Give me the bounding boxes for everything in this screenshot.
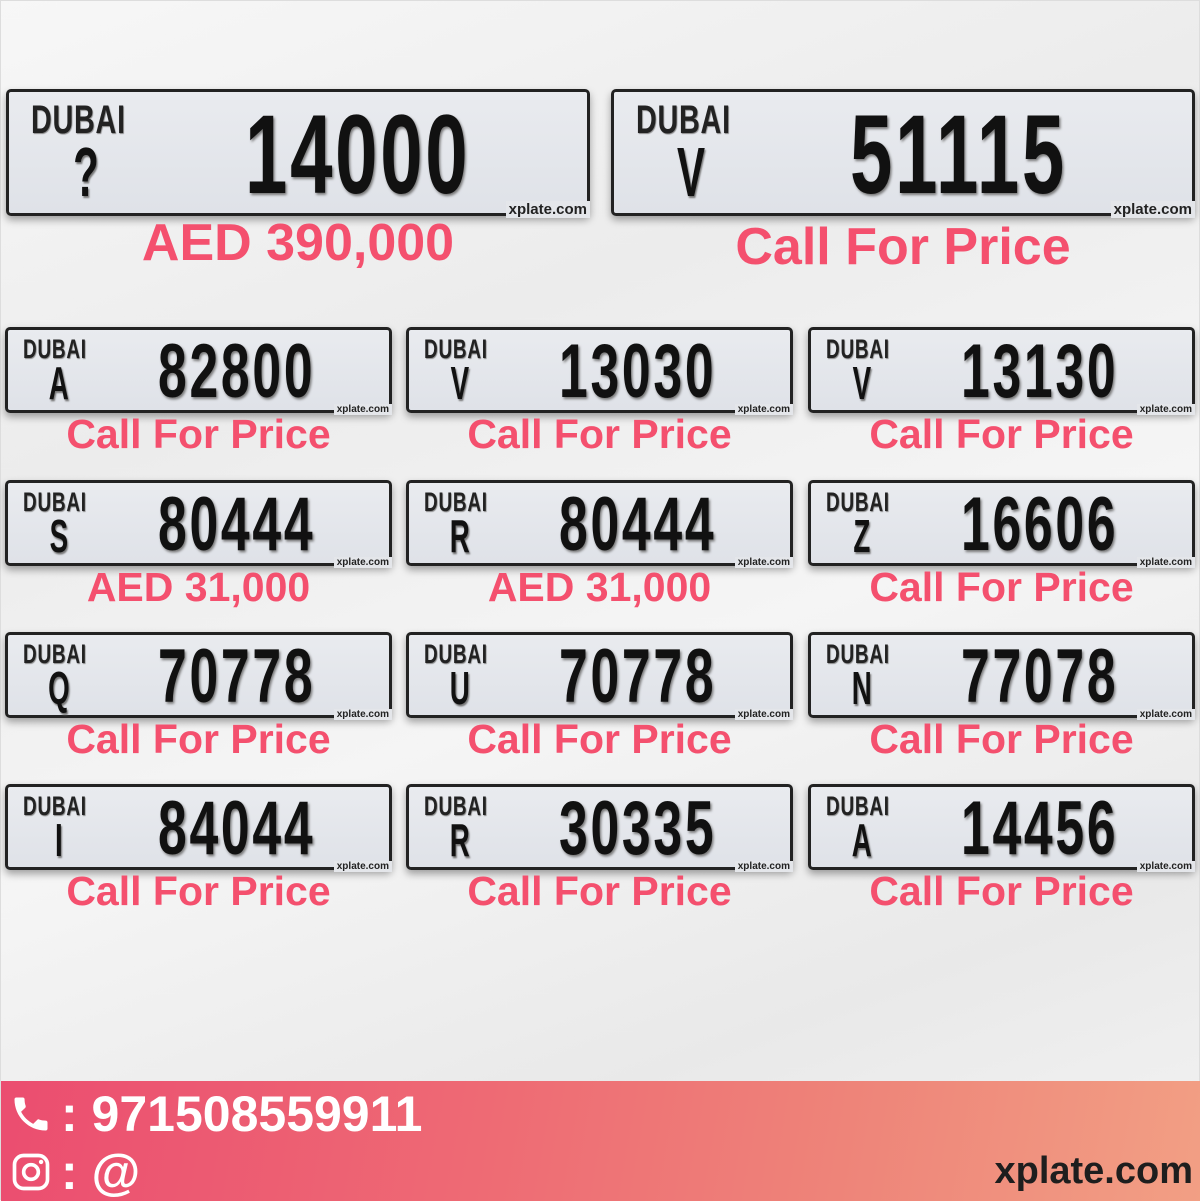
price-label: AED 31,000 — [487, 564, 712, 610]
watermark: xplate.com — [1136, 404, 1195, 415]
plate-number: 77078 — [961, 634, 1119, 719]
plate-code: ? — [73, 133, 99, 211]
price-label: Call For Price — [467, 716, 732, 762]
plate-number: 84044 — [158, 786, 316, 871]
plate-code: V — [676, 133, 706, 211]
license-plate: DUBAI R 30335 xplate.com — [406, 784, 793, 872]
license-plate: DUBAI N 77078 xplate.com — [808, 632, 1195, 720]
plate-code: V — [852, 357, 872, 410]
price-label: Call For Price — [467, 868, 732, 914]
license-plate: DUBAI Z 16606 xplate.com — [808, 480, 1195, 568]
watermark: xplate.com — [734, 404, 793, 415]
emirate-logo: DUBAI — [22, 638, 87, 669]
emirate-logo: DUBAI — [423, 790, 488, 821]
license-plate: DUBAI? 14000 xplate.com — [6, 89, 590, 218]
contact-banner: : 971508559911 : @ xplate.com — [1, 1081, 1200, 1201]
emirate-logo: DUBAI — [423, 333, 488, 364]
price-label: Call For Price — [869, 411, 1134, 457]
plate-number: 14456 — [961, 786, 1119, 871]
plate-code: R — [449, 814, 470, 867]
price-label: Call For Price — [66, 716, 331, 762]
plate-code: S — [49, 510, 69, 563]
license-plate: DUBAI I 84044 xplate.com — [5, 784, 392, 872]
plate-number: 70778 — [158, 634, 316, 719]
plate-number: 13030 — [559, 329, 717, 414]
plate-number: 30335 — [559, 786, 717, 871]
watermark: xplate.com — [1136, 557, 1195, 568]
emirate-logo: DUBAI — [636, 98, 731, 142]
license-plate: DUBAI Q 70778 xplate.com — [5, 632, 392, 720]
emirate-logo: DUBAI — [825, 333, 890, 364]
plate-number: 70778 — [559, 634, 717, 719]
instagram-icon — [12, 1153, 50, 1191]
plate-code: Q — [48, 662, 70, 715]
phone-line: : 971508559911 — [9, 1085, 422, 1143]
license-plate: DUBAI U 70778 xplate.com — [406, 632, 793, 720]
watermark: xplate.com — [734, 709, 793, 720]
plate-code: A — [48, 357, 69, 410]
plate-code: U — [449, 662, 470, 715]
watermark: xplate.com — [734, 861, 793, 872]
license-plate: DUBAI V 13130 xplate.com — [808, 327, 1195, 415]
plate-number: 51115 — [850, 92, 1067, 217]
plate-number: 16606 — [961, 482, 1119, 567]
watermark: xplate.com — [1136, 861, 1195, 872]
license-plate: DUBAI S 80444 xplate.com — [5, 480, 392, 568]
plate-code: A — [851, 814, 872, 867]
watermark: xplate.com — [333, 861, 392, 872]
plate-number: 13130 — [961, 329, 1119, 414]
watermark: xplate.com — [734, 557, 793, 568]
price-label: Call For Price — [869, 564, 1134, 610]
site-name[interactable]: xplate.com — [994, 1150, 1193, 1192]
license-plate: DUBAI V 51115 xplate.com — [611, 89, 1195, 218]
license-plate: DUBAI A 82800 xplate.com — [5, 327, 392, 415]
license-plate: DUBAI R 80444 xplate.com — [406, 480, 793, 568]
plate-number: 80444 — [559, 482, 717, 567]
emirate-logo: DUBAI — [825, 638, 890, 669]
price-label: Call For Price — [66, 411, 331, 457]
price-label: Call For Price — [869, 716, 1134, 762]
plate-code: R — [449, 510, 470, 563]
plate-code: I — [54, 814, 63, 867]
watermark: xplate.com — [1110, 201, 1195, 218]
plate-number: 14000 — [245, 92, 471, 217]
watermark: xplate.com — [505, 201, 590, 218]
watermark: xplate.com — [1136, 709, 1195, 720]
price-label: Call For Price — [735, 218, 1071, 276]
emirate-logo: DUBAI — [22, 790, 87, 821]
emirate-logo: DUBAI — [22, 486, 87, 517]
emirate-logo: DUBAI — [423, 486, 488, 517]
watermark: xplate.com — [333, 709, 392, 720]
phone-number[interactable]: : 971508559911 — [61, 1086, 423, 1142]
license-plate: DUBAI A 14456 xplate.com — [808, 784, 1195, 872]
plate-code: N — [851, 662, 872, 715]
plate-number: 80444 — [158, 482, 316, 567]
emirate-logo: DUBAI — [825, 486, 890, 517]
instagram-handle[interactable]: : @ — [61, 1144, 141, 1200]
price-label: Call For Price — [66, 868, 331, 914]
instagram-line: : @ — [9, 1143, 140, 1201]
plate-code: Z — [853, 510, 871, 563]
price-label: AED 390,000 — [141, 214, 455, 272]
watermark: xplate.com — [333, 557, 392, 568]
phone-icon — [14, 1097, 48, 1131]
plate-code: V — [450, 357, 470, 410]
emirate-logo: DUBAI — [423, 638, 488, 669]
price-label: AED 31,000 — [86, 564, 311, 610]
plate-number: 82800 — [158, 329, 316, 414]
emirate-logo: DUBAI — [22, 333, 87, 364]
price-label: Call For Price — [869, 868, 1134, 914]
watermark: xplate.com — [333, 404, 392, 415]
emirate-logo: DUBAI — [31, 98, 126, 142]
price-label: Call For Price — [467, 411, 732, 457]
license-plate: DUBAI V 13030 xplate.com — [406, 327, 793, 415]
emirate-logo: DUBAI — [825, 790, 890, 821]
